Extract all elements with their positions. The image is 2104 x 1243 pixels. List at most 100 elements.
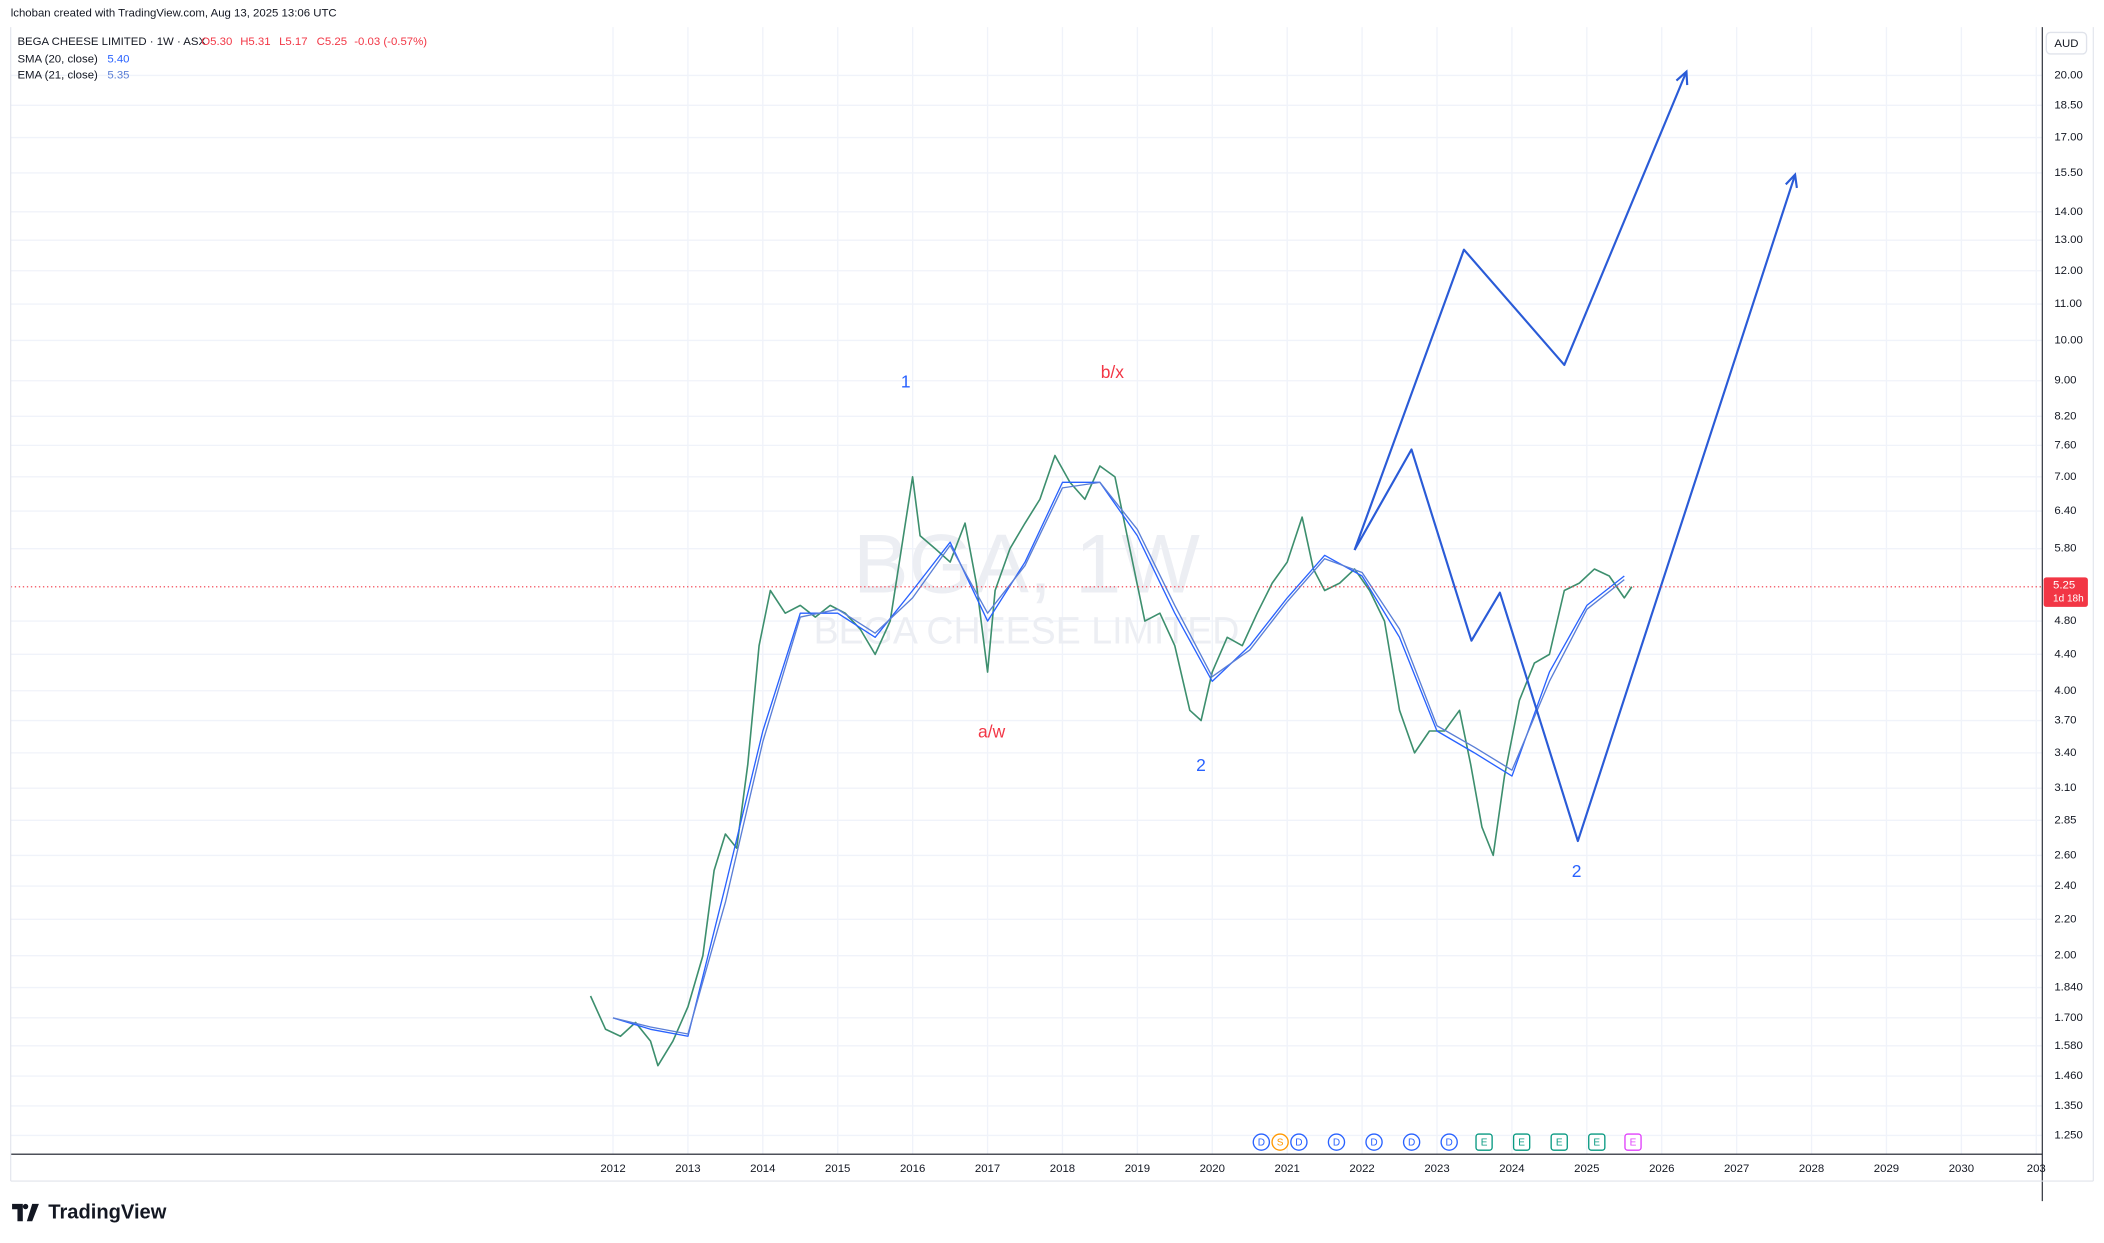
event-icon[interactable]: E (1588, 1133, 1606, 1151)
y-tick-label: 3.10 (2054, 782, 2076, 794)
x-tick-label: 2019 (1125, 1163, 1150, 1175)
arrowhead (1675, 69, 1689, 86)
arrowhead (1785, 172, 1798, 189)
grid (10, 27, 2043, 1155)
wave-label: b/x (1101, 362, 1125, 382)
x-tick-label: 2015 (825, 1163, 850, 1175)
event-letter[interactable]: E (1630, 1137, 1637, 1148)
x-tick-label: 2028 (1799, 1163, 1824, 1175)
x-tick-label: 2020 (1200, 1163, 1225, 1175)
y-tick-label: 1.840 (2054, 982, 2083, 994)
event-badge[interactable] (1402, 1133, 1421, 1151)
event-icon[interactable]: D (1365, 1133, 1383, 1151)
event-icon[interactable]: S (1271, 1133, 1289, 1151)
event-badge[interactable] (1440, 1133, 1458, 1151)
y-tick-label: 3.40 (2054, 747, 2076, 759)
x-tick-label: 2018 (1050, 1163, 1075, 1175)
watermark: BGA, 1W (853, 517, 1200, 610)
x-tick-label: 2022 (1349, 1163, 1374, 1175)
currency-box[interactable] (2045, 31, 2088, 55)
event-letter[interactable]: E (1593, 1137, 1600, 1148)
y-tick-label: 14.00 (2054, 206, 2083, 218)
event-icon[interactable]: E (1475, 1133, 1493, 1151)
event-badge[interactable] (1588, 1133, 1606, 1151)
event-letter[interactable]: D (1295, 1137, 1302, 1148)
event-letter[interactable]: E (1556, 1137, 1563, 1148)
x-tick-label: 2029 (1874, 1163, 1899, 1175)
y-tick-label: 6.40 (2054, 505, 2076, 517)
y-tick-label: 1.250 (2054, 1129, 2083, 1141)
projection-line (1353, 174, 1797, 843)
event-badge[interactable] (1365, 1133, 1383, 1151)
y-tick-label: 17.00 (2054, 132, 2083, 144)
price-tag (2043, 577, 2088, 607)
x-tick-label: 2017 (975, 1163, 1000, 1175)
legend-name[interactable]: SMA (20, close) (17, 53, 98, 65)
event-icon[interactable]: D (1402, 1133, 1421, 1151)
event-letter[interactable]: D (1258, 1137, 1265, 1148)
y-tick-label: 15.50 (2054, 167, 2083, 179)
y-tick-label: 11.00 (2054, 298, 2082, 310)
event-letter[interactable]: E (1518, 1137, 1525, 1148)
event-badge[interactable] (1290, 1133, 1308, 1151)
price-line (589, 454, 1633, 1067)
y-tick-label: 1.580 (2054, 1040, 2083, 1052)
event-letter[interactable]: D (1370, 1137, 1377, 1148)
y-tick-label: 10.00 (2054, 334, 2083, 346)
event-letter[interactable]: D (1446, 1137, 1453, 1148)
event-icon[interactable]: D (1252, 1133, 1271, 1151)
event-icon[interactable]: E (1624, 1133, 1642, 1151)
x-tick-label: 2023 (1424, 1163, 1449, 1175)
legend-name[interactable]: EMA (21, close) (17, 69, 98, 81)
projection-line (1353, 71, 1688, 551)
event-icon[interactable]: E (1550, 1133, 1568, 1151)
event-badge[interactable] (1271, 1133, 1289, 1151)
ohlc: O5.30 H5.31 L5.17 C5.25 -0.03 (-0.57%) (201, 36, 427, 48)
y-tick-label: 1.460 (2054, 1070, 2083, 1082)
y-tick-label: 13.00 (2054, 234, 2083, 246)
event-badge[interactable] (1327, 1133, 1346, 1151)
x-tick-label: 2016 (900, 1163, 925, 1175)
event-badge[interactable] (1512, 1133, 1531, 1151)
y-tick-label: 2.40 (2054, 880, 2076, 892)
price-tag-countdown: 1d 18h (2053, 594, 2084, 605)
event-badge[interactable] (1475, 1133, 1493, 1151)
event-icon[interactable]: D (1290, 1133, 1308, 1151)
event-badge[interactable] (1550, 1133, 1568, 1151)
ohlc-value: H5.31 (240, 36, 270, 48)
x-tick-label: 2012 (600, 1163, 625, 1175)
x-tick-label: 2027 (1724, 1163, 1749, 1175)
event-letter[interactable]: D (1333, 1137, 1340, 1148)
event-icon[interactable]: D (1440, 1133, 1458, 1151)
brand: TradingView (48, 1202, 166, 1224)
y-tick-label: 3.70 (2054, 715, 2076, 727)
event-badge[interactable] (1624, 1133, 1642, 1151)
legend: SMA (20, close) 5.40 EMA (21, close) 5.35 (17, 53, 129, 81)
y-tick-label: 2.00 (2054, 950, 2076, 962)
y-tick-label: 2.60 (2054, 849, 2076, 861)
event-icon[interactable]: E (1512, 1133, 1531, 1151)
credit: lchoban created with TradingView.com, Au… (11, 8, 337, 20)
y-tick-label: 2.20 (2054, 913, 2076, 925)
legend-value: 5.40 (107, 53, 129, 65)
ohlc-value: C5.25 (317, 36, 347, 48)
x-tick-label: 2030 (1949, 1163, 1974, 1175)
event-letter[interactable]: D (1408, 1137, 1415, 1148)
y-tick-label: 7.60 (2054, 439, 2076, 451)
x-tick-label: 2021 (1275, 1163, 1300, 1175)
y-tick-label: 4.00 (2054, 685, 2076, 697)
y-tick-label: 9.00 (2054, 375, 2076, 387)
event-letter[interactable]: E (1481, 1137, 1488, 1148)
y-tick-label: 18.50 (2054, 99, 2083, 111)
brand-logo: TradingView (12, 1202, 167, 1224)
event-letter[interactable]: S (1277, 1137, 1284, 1148)
event-icon[interactable]: D (1327, 1133, 1346, 1151)
event-badge[interactable] (1252, 1133, 1271, 1151)
wave-label: 2 (1196, 755, 1206, 775)
currency[interactable]: AUD (2054, 38, 2078, 50)
y-tick-label: 12.00 (2054, 265, 2083, 277)
wave-label: a/w (978, 721, 1006, 741)
x-tick-label: 2026 (1649, 1163, 1674, 1175)
ohlc-value: L5.17 (279, 36, 308, 48)
